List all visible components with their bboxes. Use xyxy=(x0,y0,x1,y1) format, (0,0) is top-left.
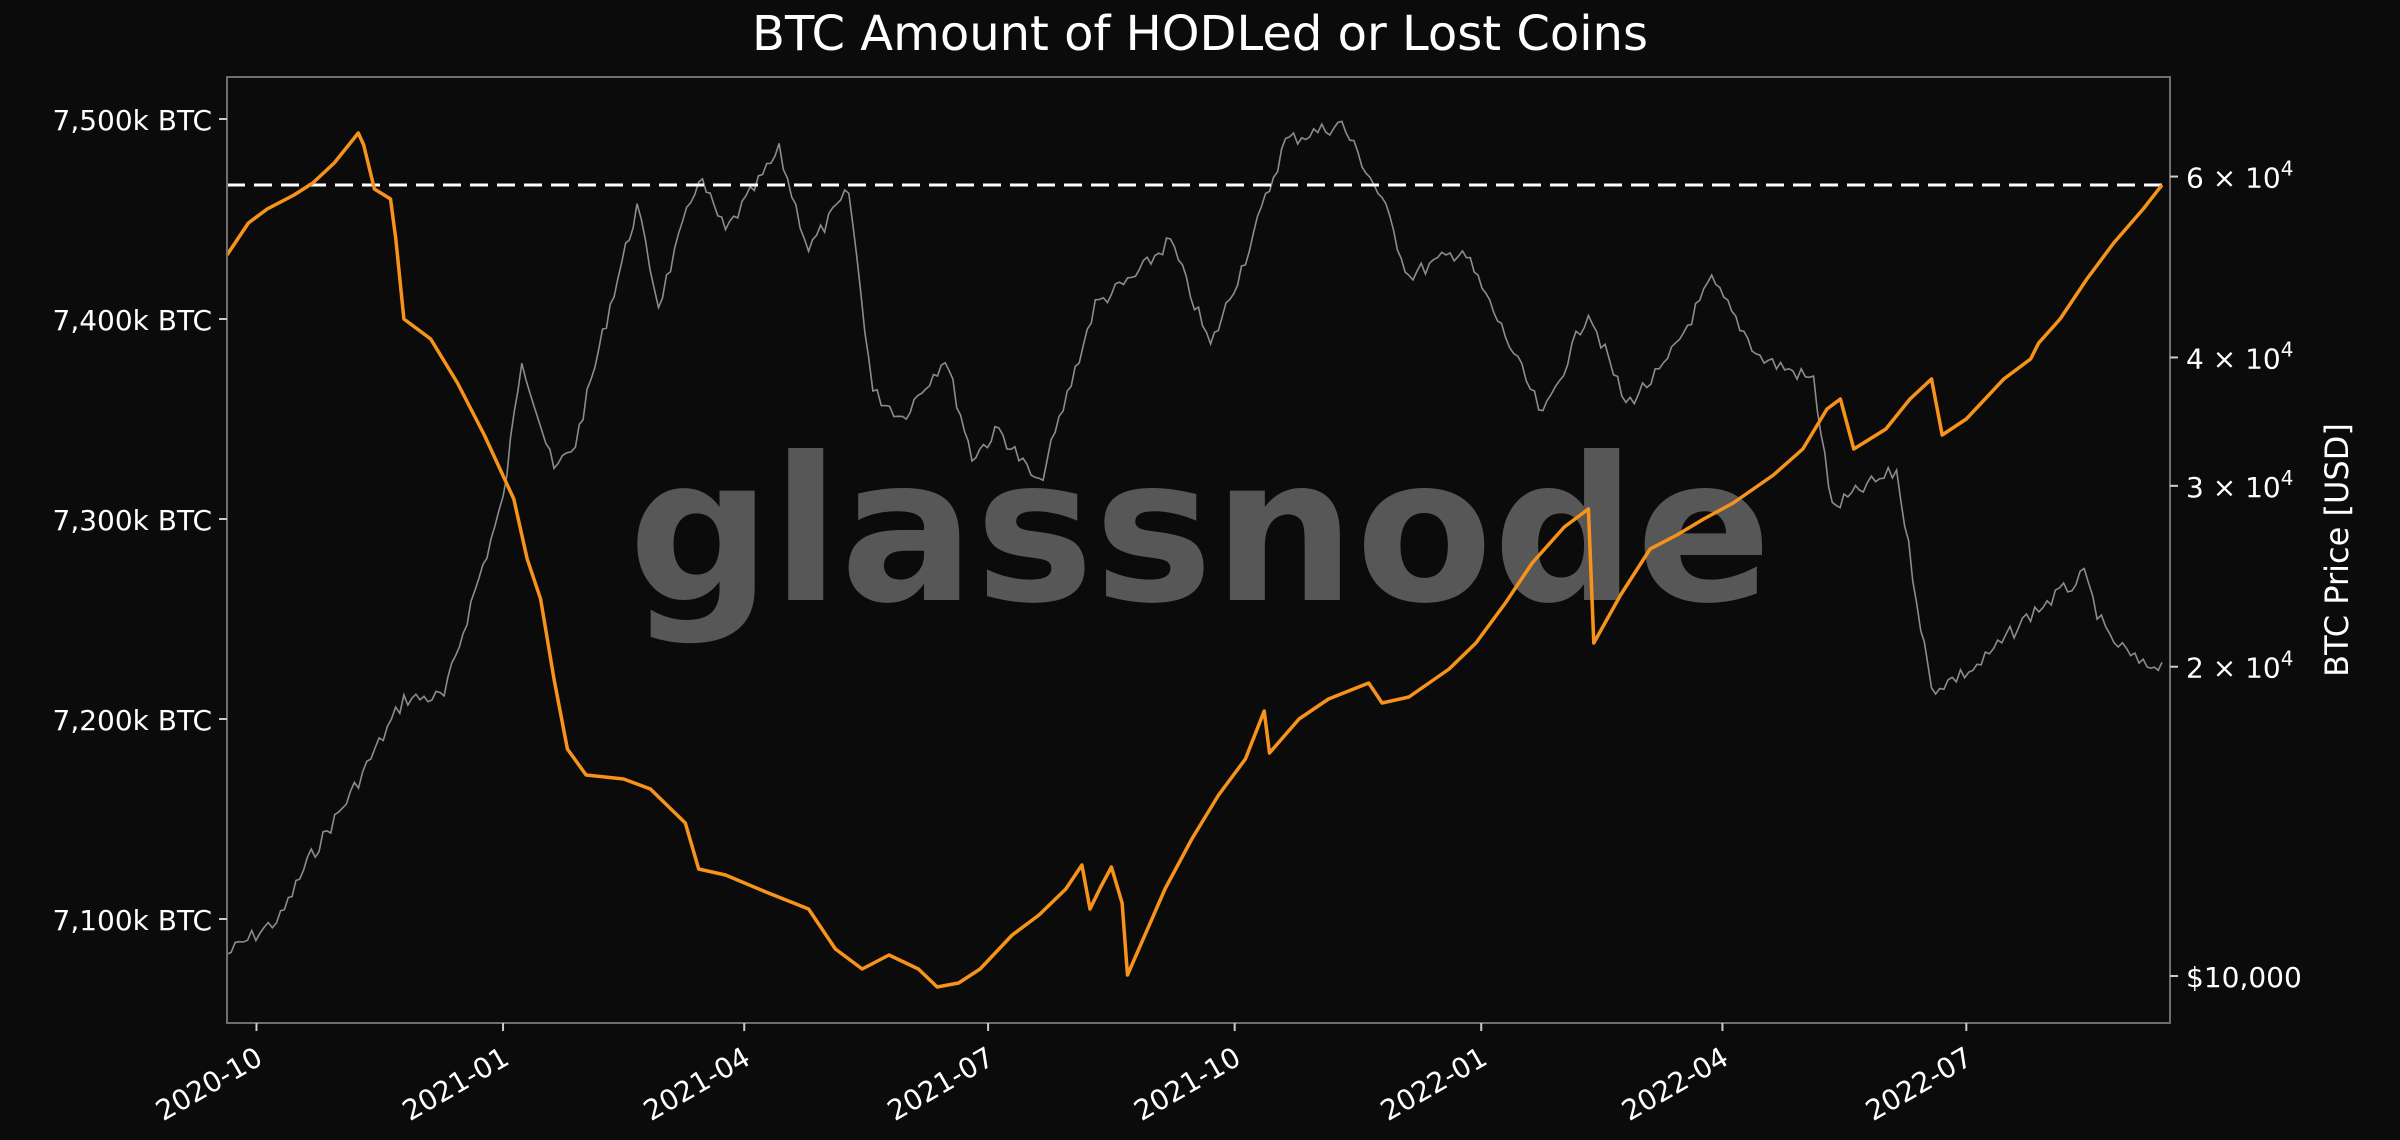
hodled-coins-line xyxy=(225,131,2164,989)
y-left-tick-label: 7,400k BTC xyxy=(53,304,213,337)
y-axis-right-label: BTC Price [USD] xyxy=(2318,423,2356,677)
y-left-tick-label: 7,300k BTC xyxy=(53,504,213,537)
plot-frame xyxy=(226,76,2171,1024)
y-left-tick-label: 7,500k BTC xyxy=(53,104,213,137)
hodl-series-layer xyxy=(225,131,2164,989)
btc-price-line xyxy=(226,120,2163,955)
y-right-tick-label: 2 × 104 xyxy=(2186,647,2293,685)
y-right-tick-label: $10,000 xyxy=(2186,961,2302,994)
y-right-tick-label: 6 × 104 xyxy=(2186,157,2293,195)
y-right-tick-label: 4 × 104 xyxy=(2186,337,2293,375)
y-left-tick-label: 7,200k BTC xyxy=(53,704,213,737)
chart-title: BTC Amount of HODLed or Lost Coins xyxy=(752,6,1648,62)
watermark: glassnode xyxy=(628,415,1771,648)
price-series-layer xyxy=(226,120,2163,955)
y-right-tick-label: 3 × 104 xyxy=(2186,466,2293,504)
y-left-tick-label: 7,100k BTC xyxy=(53,904,213,937)
